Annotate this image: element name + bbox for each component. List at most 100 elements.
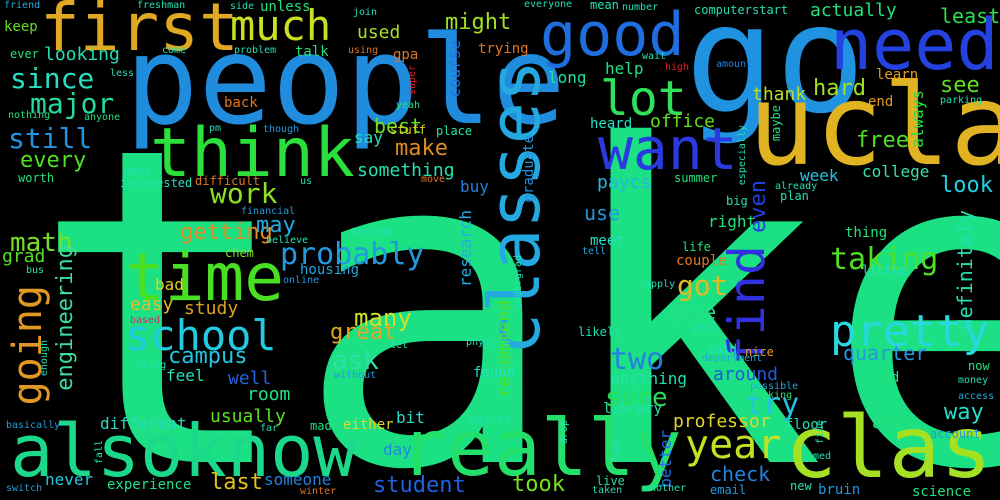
word-study: study <box>184 298 239 319</box>
word-though: though <box>263 124 300 135</box>
word-move: move <box>421 174 446 185</box>
word-apply: apply <box>645 279 676 290</box>
word-pretty: pretty <box>830 306 989 357</box>
word-account: account <box>930 427 981 441</box>
word-keep: keep <box>4 19 38 35</box>
word-now: now <box>968 359 990 373</box>
word-right: right <box>708 212 757 231</box>
word-tell: tell <box>582 246 607 257</box>
word-feel: feel <box>166 366 205 385</box>
word-recommend: recommend <box>494 300 515 398</box>
word-good: good <box>540 0 685 70</box>
word-easier: easier <box>468 412 512 426</box>
word-next: next <box>123 164 152 178</box>
word-without: without <box>334 370 377 381</box>
word-work: work <box>210 177 278 210</box>
word-said: said <box>708 342 737 356</box>
word-year: year <box>685 422 782 468</box>
word-classes: classes <box>474 60 556 356</box>
word-class: class <box>785 398 1000 498</box>
word-course: course <box>445 40 464 98</box>
word-super: super <box>407 65 418 96</box>
word-least: least <box>940 4 1000 28</box>
word-thank: thank <box>752 84 807 105</box>
word-back: back <box>224 95 258 111</box>
word-based: based <box>130 315 161 326</box>
word-meet: meet <box>590 233 624 249</box>
word-campus: campus <box>168 344 248 369</box>
word-way: way <box>944 400 984 425</box>
word-bit: bit <box>396 408 425 427</box>
word-either: either <box>343 417 394 433</box>
word-join: join <box>353 7 378 18</box>
word-summer: summer <box>674 171 718 185</box>
word-everyone: everyone <box>524 0 573 10</box>
word-buy: buy <box>460 177 489 196</box>
word-computer: computer <box>694 3 752 17</box>
word-talk: talk <box>295 44 329 60</box>
word-anyone: anyone <box>84 112 121 123</box>
word-fine: fine <box>815 420 826 445</box>
word-great: great <box>330 320 397 345</box>
word-try: try <box>745 387 800 422</box>
word-ever: ever <box>10 47 39 61</box>
word-worth: worth <box>18 171 55 185</box>
word-enough: enough <box>39 340 50 377</box>
word-number: number <box>622 2 659 13</box>
word-email: email <box>710 483 747 497</box>
word-first: first <box>40 0 239 66</box>
word-student: student <box>373 473 466 498</box>
word-usually: usually <box>210 406 286 427</box>
word-yeah: yeah <box>396 100 421 111</box>
word-ucla: ucla <box>748 61 1000 191</box>
word-graduate: graduate <box>521 135 537 203</box>
word-bring: bring <box>136 360 167 371</box>
word-new: new <box>790 479 812 493</box>
word-school: school <box>125 311 277 360</box>
word-may: may <box>256 213 296 238</box>
word-still: still <box>8 122 93 155</box>
word-able: able <box>872 412 916 433</box>
word-sure: sure <box>605 383 668 413</box>
word-getting: getting <box>180 220 273 245</box>
word-much: much <box>230 1 332 50</box>
word-physics: physics <box>466 337 509 348</box>
word-say: say <box>354 128 383 147</box>
word-someone: someone <box>264 470 332 489</box>
word-side: side <box>230 1 255 12</box>
word-give: give <box>668 300 717 324</box>
word-probably: probably <box>280 237 425 272</box>
word-looking: looking <box>44 44 120 65</box>
word-found: found <box>473 365 516 381</box>
word-really: really <box>400 404 682 494</box>
word-gpa: gpa <box>393 47 419 63</box>
word-grad: grad <box>2 246 46 267</box>
word-nice: nice <box>745 345 774 359</box>
word-using: using <box>348 45 379 56</box>
word-big: big <box>726 194 748 208</box>
word-bad: bad <box>155 275 184 294</box>
word-better: better <box>656 430 675 488</box>
word-come: come <box>162 45 187 56</box>
word-winter: winter <box>300 486 337 497</box>
word-taken: taken <box>592 485 623 496</box>
word-fall: fall <box>94 440 105 465</box>
word-couple: couple <box>676 253 727 269</box>
word-paycs: paycs <box>597 172 652 193</box>
word-bruin: bruin <box>818 482 861 498</box>
word-science: science <box>912 484 972 500</box>
word-used: used <box>357 22 401 43</box>
word-actually: actually <box>810 0 897 21</box>
word-math: math <box>10 228 73 258</box>
word-hard: hard <box>813 76 866 101</box>
word-difficult: difficult <box>195 174 261 188</box>
word-bus: bus <box>26 265 45 276</box>
word-possible: possible <box>750 381 799 392</box>
word-make: make <box>395 136 448 161</box>
word-online: online <box>283 275 320 286</box>
word-around: around <box>713 364 779 385</box>
word-research: research <box>456 210 475 288</box>
word-college: college <box>862 162 930 181</box>
word-engineering: engineering <box>53 245 78 391</box>
word-go: go <box>685 0 866 147</box>
